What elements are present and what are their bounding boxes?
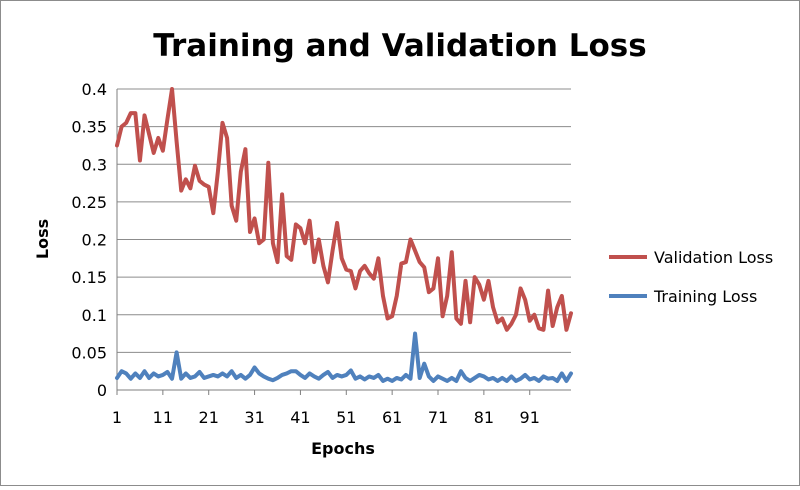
x-tick-label: 1 — [112, 408, 122, 427]
x-tick-label: 21 — [199, 408, 219, 427]
series-line-validation-loss — [115, 87, 573, 332]
y-tick-label: 0.1 — [82, 306, 107, 325]
legend: Validation Loss Training Loss — [609, 248, 773, 306]
x-tick-label: 61 — [382, 408, 402, 427]
y-tick-label: 0.4 — [82, 80, 107, 99]
y-tick-label: 0.2 — [82, 231, 107, 250]
y-tick-label: 0.35 — [71, 118, 107, 137]
y-tick-label: 0.15 — [71, 268, 107, 287]
y-tick-label: 0.05 — [71, 343, 107, 362]
x-tick-label: 11 — [153, 408, 173, 427]
x-tick-label: 71 — [428, 408, 448, 427]
y-axis-title: Loss — [33, 219, 52, 259]
x-axis-title: Epochs — [311, 439, 375, 458]
y-tick-label: 0.25 — [71, 193, 107, 212]
y-tick-label: 0.3 — [82, 155, 107, 174]
gridlines — [116, 88, 571, 391]
series-lines — [115, 87, 573, 383]
x-tick-label: 41 — [290, 408, 310, 427]
x-tick-label: 81 — [474, 408, 494, 427]
y-tick-label: 0 — [97, 381, 107, 400]
series-line-training-loss — [115, 331, 573, 383]
legend-label: Validation Loss — [654, 248, 773, 267]
x-tick-labels: 1 11 21 31 41 51 61 71 81 91 — [112, 390, 540, 427]
x-tick-label: 31 — [244, 408, 264, 427]
y-tick-labels: 0 0.05 0.1 0.15 0.2 0.25 0.3 0.35 0.4 — [71, 80, 107, 400]
chart-title: Training and Validation Loss — [153, 28, 646, 64]
x-tick-label: 51 — [336, 408, 356, 427]
x-tick-label: 91 — [520, 408, 540, 427]
legend-label: Training Loss — [653, 287, 757, 306]
